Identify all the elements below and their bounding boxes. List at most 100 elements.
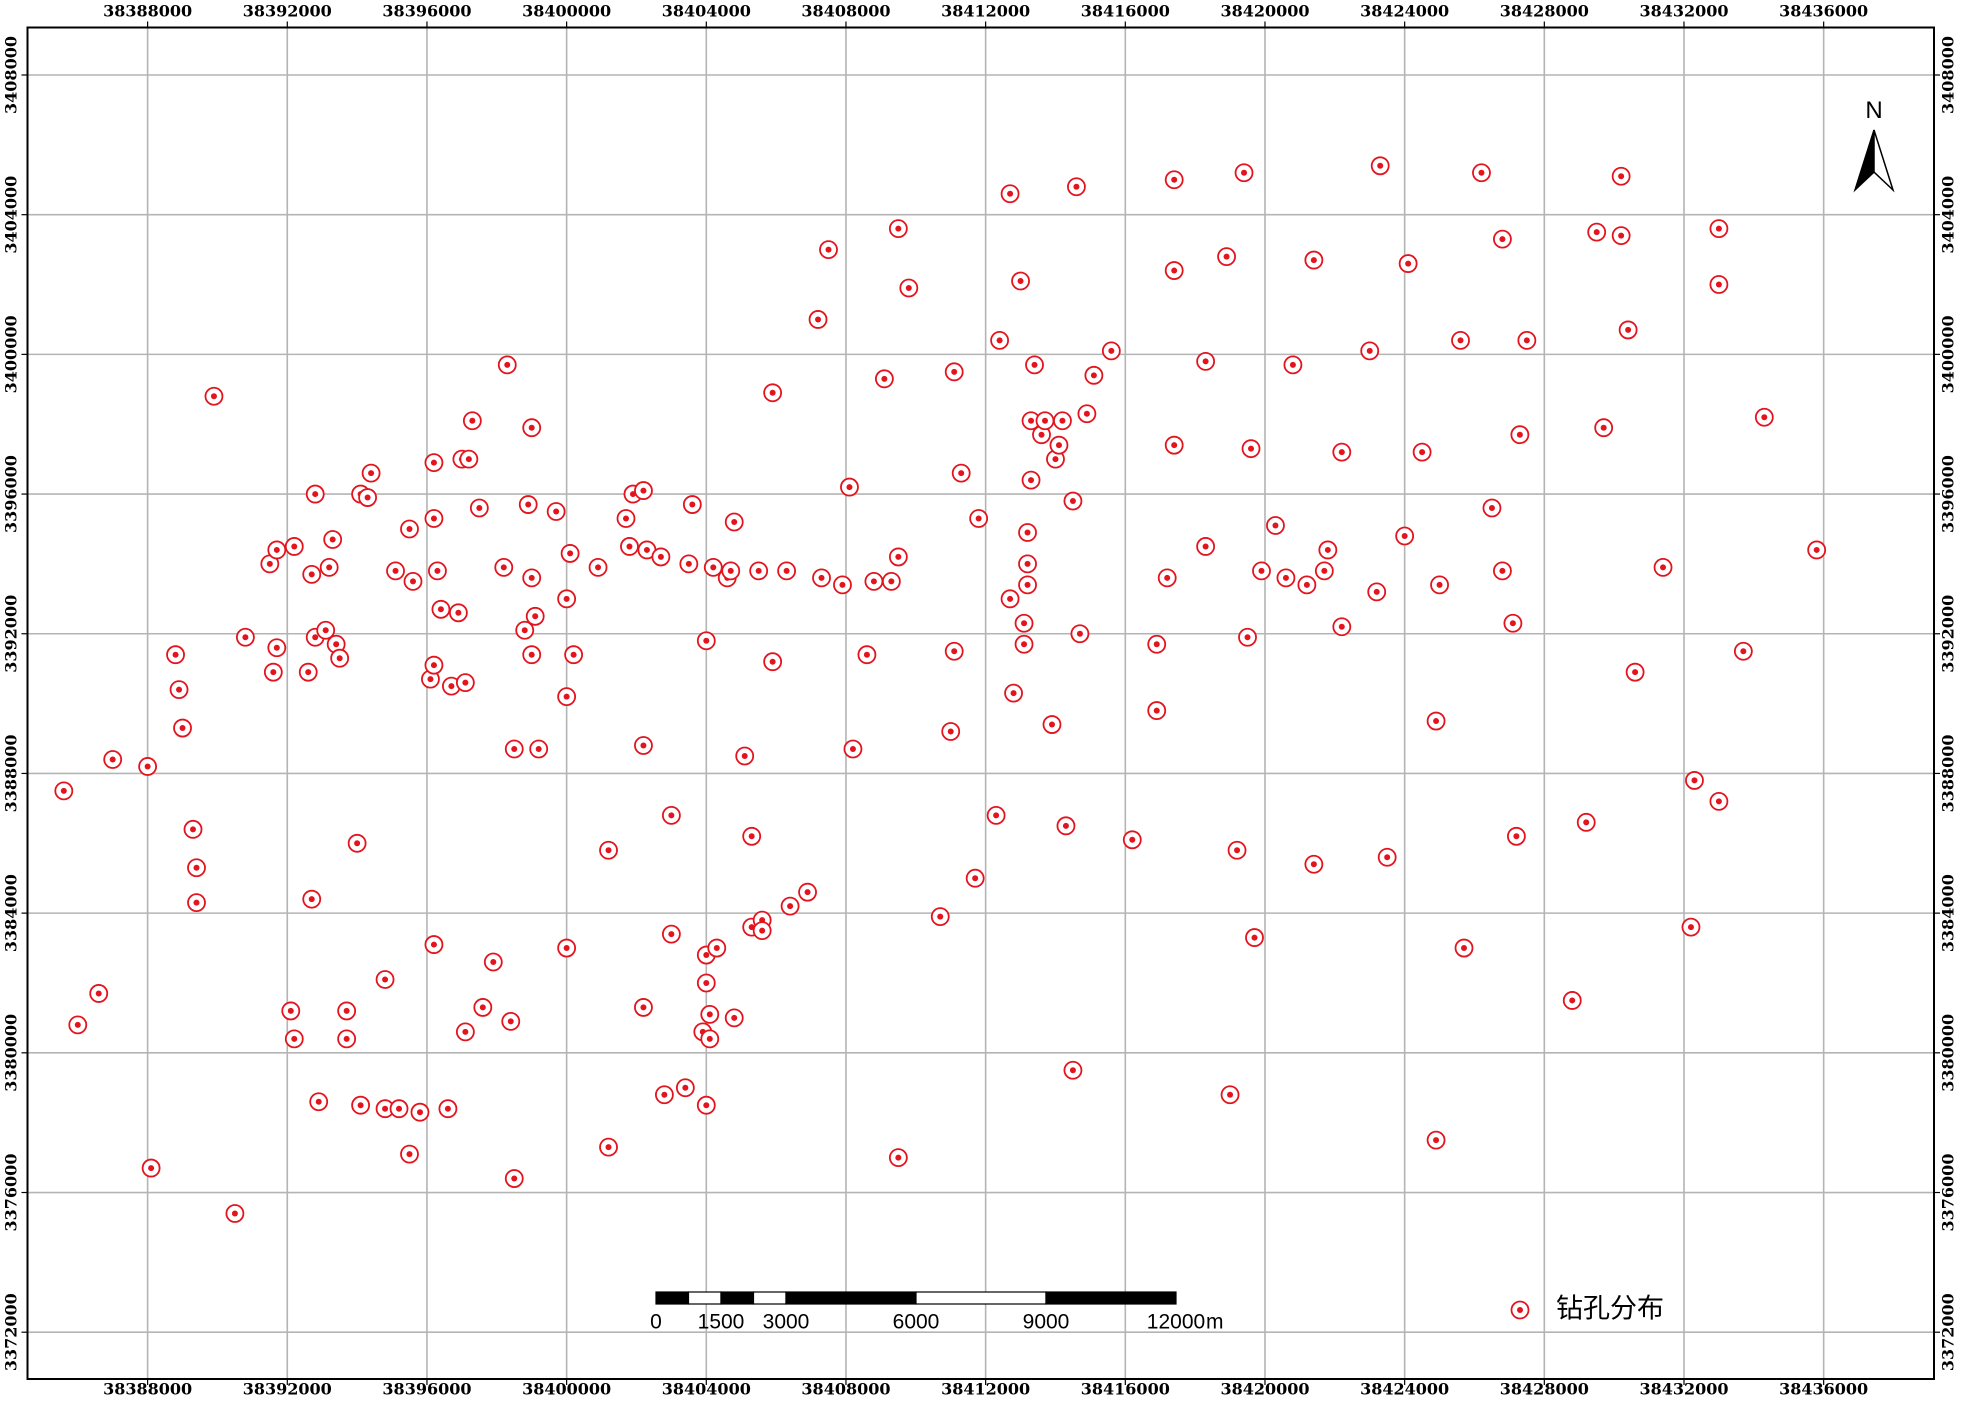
marker-dot (430, 941, 437, 948)
marker-dot (1499, 236, 1506, 243)
borehole (1314, 561, 1334, 581)
marker-dot (570, 651, 577, 658)
x-tick-label: 38428000 (1500, 2, 1589, 21)
borehole (546, 502, 566, 521)
marker-dot (1600, 424, 1607, 431)
borehole (1304, 854, 1324, 874)
borehole (777, 561, 797, 581)
borehole (1318, 540, 1338, 560)
borehole (483, 952, 503, 972)
marker-dot (1715, 798, 1722, 805)
borehole (187, 893, 206, 913)
borehole (1611, 226, 1631, 246)
x-tick-label: 38420000 (1220, 1380, 1309, 1399)
scale-bar-unit: m (1206, 1311, 1224, 1334)
borehole (469, 498, 489, 518)
y-tick-label: 3380000 (2, 1014, 21, 1092)
borehole (1370, 156, 1390, 176)
marker-dot (1569, 997, 1576, 1004)
marker-dot (713, 945, 720, 952)
marker-dot (818, 574, 825, 581)
y-tick-label: 3408000 (1939, 36, 1958, 114)
borehole (529, 739, 549, 759)
marker-dot (895, 225, 902, 232)
marker-dot (364, 494, 371, 501)
borehole (1367, 582, 1387, 602)
borehole (1011, 271, 1030, 291)
marker-dot (905, 285, 912, 292)
marker-dot (291, 543, 298, 550)
borehole (1430, 575, 1449, 595)
borehole (267, 540, 287, 560)
borehole (400, 1144, 419, 1164)
y-tick-label: 3404000 (2, 176, 21, 254)
borehole (1503, 613, 1523, 633)
borehole (752, 921, 772, 940)
scale-bar-label: 6000 (893, 1311, 940, 1334)
marker-dot (74, 1021, 81, 1028)
borehole (204, 386, 224, 406)
borehole (675, 1078, 695, 1098)
marker-dot (329, 536, 336, 543)
marker-dot (769, 658, 776, 665)
marker-dot (748, 833, 755, 840)
marker-dot (888, 578, 895, 585)
marker-dot (951, 368, 958, 375)
marker-dot (937, 913, 944, 920)
marker-dot (1310, 257, 1317, 264)
marker-dot (1433, 1137, 1440, 1144)
borehole (1618, 320, 1638, 340)
marker-dot (1583, 819, 1590, 826)
marker-dot (825, 246, 832, 253)
marker-dot (382, 1105, 389, 1112)
marker-dot (759, 927, 766, 934)
marker-dot (1419, 449, 1426, 456)
borehole (1360, 341, 1380, 361)
borehole (1241, 439, 1261, 459)
marker-dot (1715, 281, 1722, 288)
marker-dot (1202, 358, 1209, 365)
marker-dot (430, 662, 437, 669)
marker-dot (504, 361, 511, 368)
borehole (661, 805, 681, 825)
marker-dot (1401, 532, 1408, 539)
marker-dot (1366, 347, 1373, 354)
marker-dot (783, 567, 790, 574)
borehole (302, 564, 322, 584)
marker-dot (1687, 924, 1694, 931)
marker-dot (1024, 529, 1031, 536)
marker-dot (270, 669, 277, 676)
borehole (1653, 558, 1673, 577)
borehole (1021, 470, 1041, 490)
borehole (857, 645, 877, 665)
x-tick-label: 38412000 (941, 2, 1030, 21)
borehole (1004, 683, 1023, 703)
borehole (1709, 219, 1729, 239)
marker-dot (1715, 225, 1722, 232)
scale-bar-segment (1045, 1291, 1177, 1305)
borehole (654, 1085, 674, 1105)
scale-bar-segment (785, 1291, 917, 1305)
marker-dot (1513, 833, 1520, 840)
marker-dot (975, 515, 982, 522)
borehole (173, 718, 192, 738)
marker-dot (1108, 347, 1115, 354)
borehole (263, 662, 283, 682)
north-label: N (1865, 97, 1882, 124)
marker-dot (308, 571, 315, 578)
marker-dot (605, 847, 612, 854)
x-tick-label: 38404000 (662, 1380, 751, 1399)
borehole (1426, 1130, 1446, 1150)
marker-dot (1282, 574, 1289, 581)
marker-dot (1090, 372, 1097, 379)
borehole (421, 669, 440, 689)
marker-dot (312, 634, 319, 641)
borehole (557, 687, 577, 707)
marker-dot (1509, 620, 1516, 627)
borehole (497, 355, 517, 375)
y-tick-label: 3372000 (2, 1293, 21, 1371)
marker-dot (1007, 190, 1014, 197)
marker-dot (242, 634, 249, 641)
y-tick-label: 3396000 (2, 455, 21, 533)
